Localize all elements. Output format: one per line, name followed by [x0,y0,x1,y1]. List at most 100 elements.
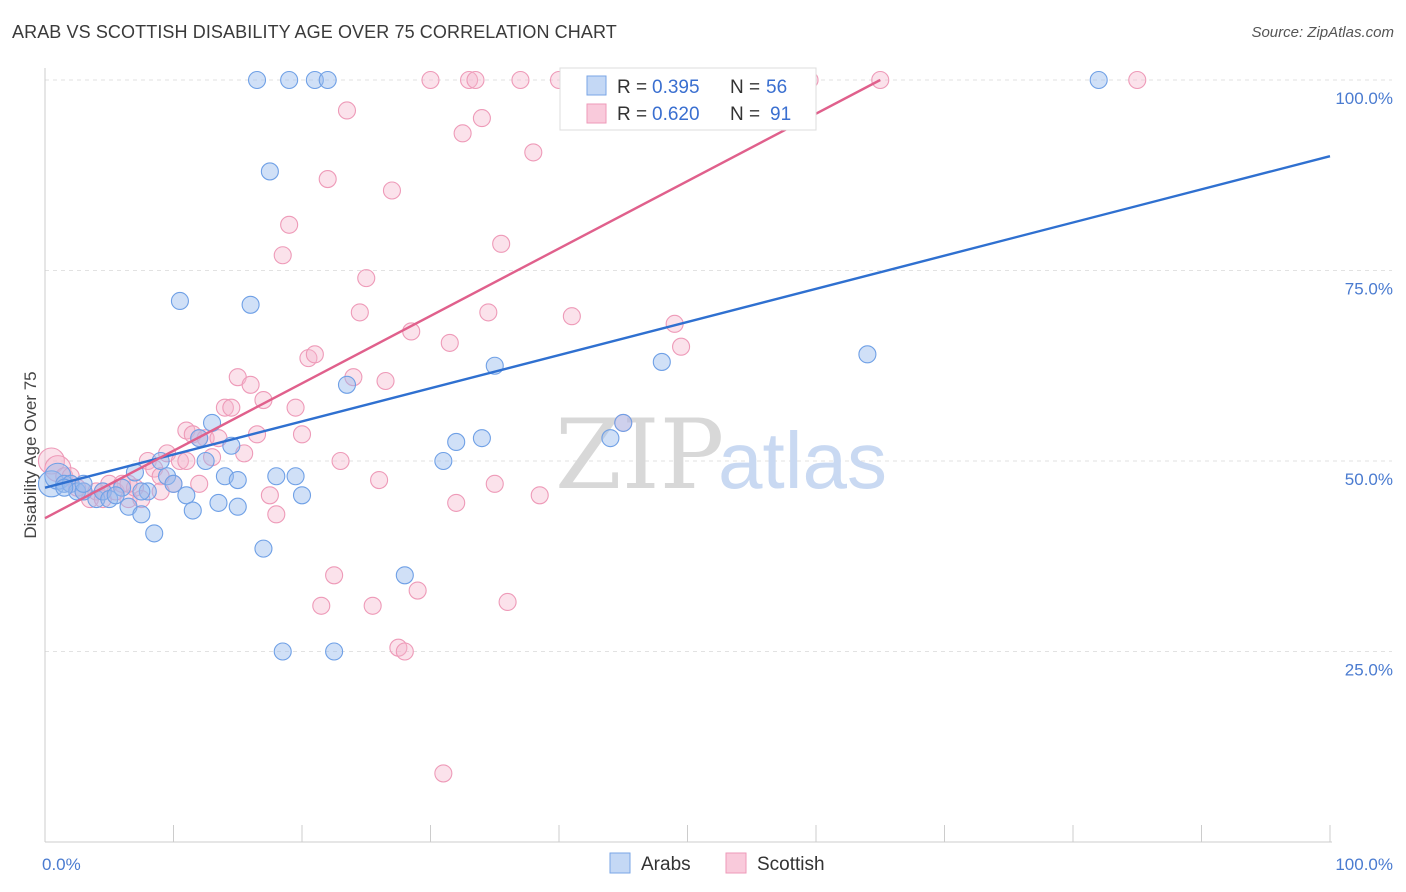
scottish-point [459,70,479,90]
arabs-point [614,413,633,432]
arabs-point [395,566,414,585]
arabs-point [196,451,215,471]
axes [44,68,1332,843]
scottish-point [440,333,459,352]
scottish-trend-line [44,78,881,520]
arabs-point [183,501,202,520]
scottish-point [331,451,350,471]
scottish-point [485,474,504,493]
arabs-point [132,482,151,501]
arabs-point [472,429,491,448]
legend-scottish-swatch [586,103,607,124]
scottish-point [498,592,517,612]
trend-lines [44,78,1331,520]
scottish-point [408,581,427,600]
arabs-point [241,295,260,314]
arabs-point [164,474,183,493]
arabs-trend-line [44,155,1331,489]
arabs-point [273,642,292,661]
scottish-point [363,596,382,615]
scottish-point [472,109,491,128]
arabs-point [601,429,620,448]
scottish-point [447,493,466,512]
arabs-point [325,642,344,661]
arabs-point [158,467,177,486]
scottish-point [260,486,279,505]
gridlines [45,79,1392,652]
scottish-point [280,215,299,234]
scottish-point [357,269,376,288]
scottish-point [562,307,581,326]
arabs-point [228,497,247,516]
scottish-point [337,101,357,120]
arabs-point [318,70,337,90]
scottish-point [344,368,363,387]
y-tick-label: 75.0% [1345,280,1393,299]
arabs-point [858,345,877,364]
scottish-point [273,246,292,265]
arabs-point [106,486,125,505]
scottish-point [453,124,472,143]
scottish-point [395,642,414,661]
arabs-point [228,470,247,490]
scottish-point [1128,70,1147,90]
scottish-point [492,234,511,253]
scottish-point [382,181,402,200]
scottish-point [524,143,543,162]
scottish-point [370,470,389,490]
scottish-point [177,451,196,471]
bottom-legend-arabs: Arabs [641,854,691,875]
series-legend: Arabs Scottish [609,852,825,875]
legend-arabs-r-label: R = [617,77,647,98]
scottish-point [292,425,312,444]
scottish-point [530,486,549,505]
arabs-point [138,482,157,501]
y-tick-label: 100.0% [1335,89,1393,108]
legend-scottish-r-value: 0.620 [652,104,700,125]
arabs-point [267,467,286,486]
scottish-point [312,596,331,615]
scottish-point [190,474,209,493]
bottom-legend-scottish: Scottish [757,854,825,875]
legend-scottish-n-value: 91 [770,104,791,125]
scottish-point [466,70,485,90]
legend-scottish-n-label: N = [730,104,760,125]
legend-scottish-r-label: R = [617,104,647,125]
y-tick-label: 25.0% [1345,661,1393,680]
arabs-point [113,478,132,497]
scottish-point [421,70,440,90]
arabs-point [170,291,189,311]
arabs-point [337,375,357,394]
scottish-point [350,303,369,322]
correlation-legend: R = 0.395 N = 56 R = 0.620 N = 91 [559,67,817,131]
watermark-atlas: atlas [718,416,887,505]
arabs-point [203,413,222,432]
arabs-point [434,451,453,471]
arabs-point [177,486,196,505]
watermark-zip: ZIP [555,399,724,511]
scottish-point [376,371,395,391]
arabs-point [254,539,273,558]
arabs-point [132,505,151,524]
arabs-point [305,70,324,90]
scottish-point [222,398,241,417]
legend-arabs-swatch [586,75,607,96]
arabs-point [260,162,279,181]
scottish-point [267,505,286,524]
scottish-point [215,398,234,417]
legend-arabs-n-label: N = [730,77,760,98]
source-label: Source: ZipAtlas.com [1251,24,1394,41]
arabs-point [145,524,164,543]
arabs-point [286,467,305,486]
scottish-point [305,345,324,364]
arabs-point [209,493,228,512]
x-tick-label: 100.0% [1335,855,1393,874]
arabs-point [652,352,671,371]
scottish-point [434,764,453,783]
bottom-legend-scottish-swatch [725,852,747,874]
scottish-point [325,566,344,585]
arabs-point [280,70,299,90]
arabs-point [1089,70,1108,90]
arabs-point [447,432,466,452]
